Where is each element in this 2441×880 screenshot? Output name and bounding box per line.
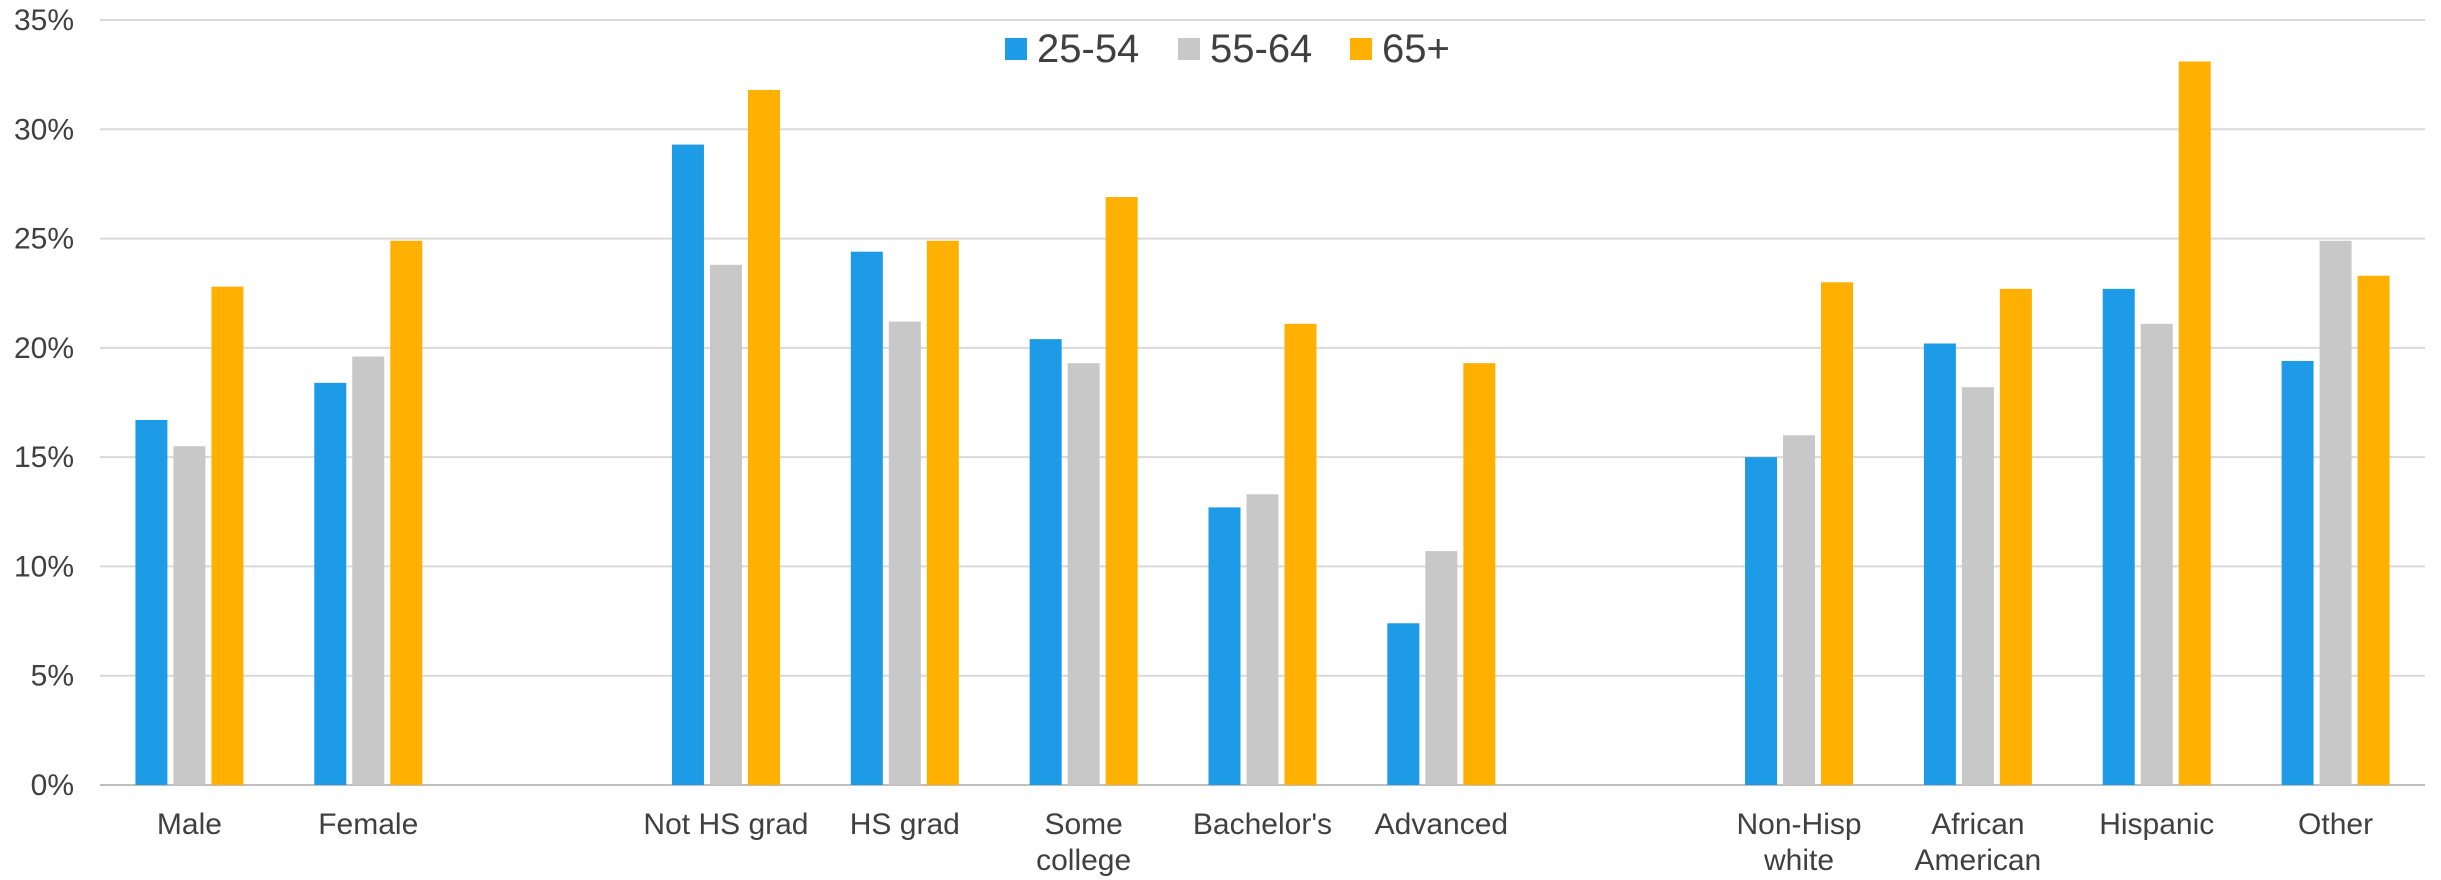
y-tick-label: 30%: [14, 113, 74, 146]
y-axis: 0% 5% 10% 15% 20% 25% 30% 35%: [14, 4, 74, 802]
y-tick-label: 0%: [31, 769, 74, 802]
bar-25-54: [1745, 457, 1778, 785]
bar-25-54: [2102, 288, 2135, 785]
bar-65+: [211, 286, 244, 785]
bar-25-54: [1029, 339, 1062, 785]
category-label: Female: [318, 808, 418, 841]
bar-55-64: [888, 321, 921, 785]
category-label: Not HS grad: [643, 808, 808, 841]
bar-65+: [1105, 197, 1138, 786]
category-label: HS grad: [850, 808, 960, 841]
bar-65+: [390, 240, 423, 785]
bar-55-64: [2140, 323, 2173, 785]
legend: 25-54 55-64 65+: [1005, 27, 1450, 71]
bar-65+: [1821, 282, 1854, 785]
bar-55-64: [1783, 435, 1816, 785]
bar-65+: [1284, 323, 1317, 785]
bar-65+: [2178, 61, 2211, 786]
legend-swatch-65+: [1350, 38, 1372, 60]
bar-55-64: [1067, 363, 1100, 785]
y-tick-label: 5%: [31, 660, 74, 693]
y-tick-label: 10%: [14, 550, 74, 583]
bar-25-54: [850, 251, 883, 785]
bar-65+: [926, 240, 959, 785]
y-tick-label: 25%: [14, 223, 74, 256]
bar-25-54: [671, 144, 704, 786]
bar-55-64: [173, 446, 206, 785]
legend-label: 65+: [1382, 27, 1450, 71]
bar-25-54: [1387, 623, 1420, 785]
bar-65+: [1463, 363, 1496, 785]
bar-65+: [747, 89, 780, 785]
bar-55-64: [1961, 387, 1994, 785]
category-label: Male: [157, 808, 222, 841]
category-label: Hispanic: [2099, 808, 2214, 841]
category-label: Advanced: [1375, 808, 1508, 841]
legend-label: 55-64: [1210, 27, 1312, 71]
bar-65+: [2357, 275, 2390, 785]
bar-55-64: [2319, 240, 2352, 785]
bar-25-54: [1923, 343, 1956, 785]
bar-25-54: [135, 419, 168, 785]
bars: [135, 61, 2390, 786]
bar-55-64: [1425, 551, 1458, 785]
category-label: African American: [1915, 808, 2042, 877]
legend-label: 25-54: [1037, 27, 1139, 71]
y-tick-label: 20%: [14, 332, 74, 365]
category-label: Bachelor's: [1193, 808, 1332, 841]
bar-55-64: [352, 356, 385, 785]
bar-55-64: [709, 264, 742, 785]
legend-swatch-25-54: [1005, 38, 1027, 60]
category-label: Other: [2298, 808, 2373, 841]
bar-25-54: [2281, 360, 2314, 785]
category-label: Some college: [1036, 808, 1131, 877]
bar-25-54: [1208, 507, 1241, 785]
bar-55-64: [1246, 494, 1279, 785]
category-label: Non-Hisp white: [1737, 808, 1862, 877]
bar-25-54: [314, 382, 347, 785]
y-tick-label: 15%: [14, 441, 74, 474]
bar-65+: [1999, 288, 2032, 785]
x-axis: Male Female Not HS grad HS grad Some college B…: [157, 808, 2373, 877]
y-tick-label: 35%: [14, 4, 74, 37]
legend-swatch-55-64: [1178, 38, 1200, 60]
